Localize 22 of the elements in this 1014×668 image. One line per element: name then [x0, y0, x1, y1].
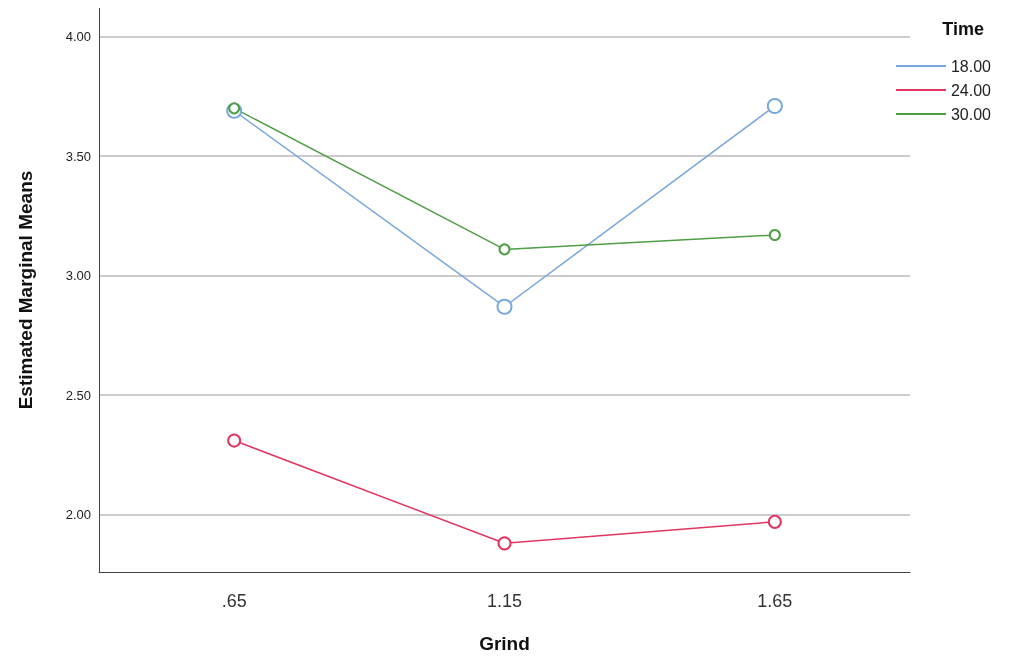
point [228, 102, 241, 115]
point [768, 229, 781, 242]
legend-label: 18.00 [950, 57, 992, 75]
legend-label: 24.00 [950, 81, 992, 99]
point [498, 243, 511, 256]
y-tick-label: 2.50 [65, 387, 91, 403]
x-tick-label: 1.65 [757, 591, 793, 611]
point [227, 433, 242, 448]
x-axis-title: Grind [479, 633, 530, 654]
y-tick-label: 3.50 [65, 148, 91, 164]
point [496, 298, 513, 315]
x-tick-label: .65 [221, 591, 247, 611]
legend-title: Time [942, 19, 984, 39]
x-tick-label: 1.15 [486, 591, 523, 611]
y-tick-label: 3.00 [65, 268, 91, 284]
point [497, 536, 512, 551]
point [766, 97, 783, 114]
point [767, 514, 782, 529]
legend-label: 30.00 [950, 105, 992, 123]
y-axis-title: Estimated Marginal Means [15, 170, 36, 410]
y-tick-label: 4.00 [65, 29, 91, 45]
y-tick-label: 2.00 [65, 507, 91, 523]
